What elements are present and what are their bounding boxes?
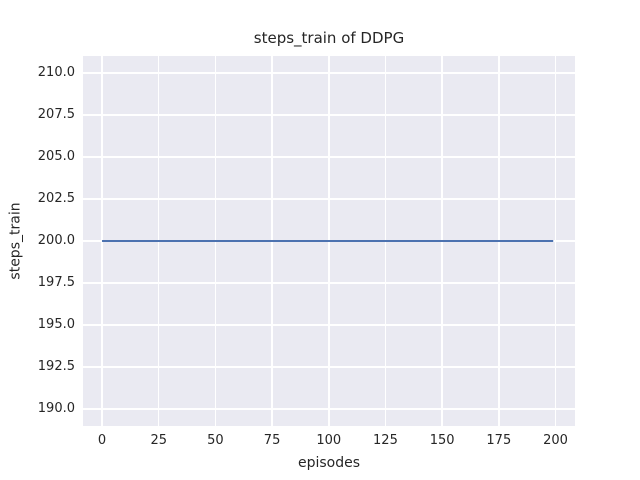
x-tick-label: 50	[207, 433, 224, 448]
y-tick-label: 205.0	[37, 148, 75, 164]
y-axis-label: steps_train	[7, 202, 24, 280]
x-tick-label: 200	[543, 433, 568, 448]
x-tick-label: 100	[316, 433, 342, 448]
x-tick-label: 0	[97, 433, 107, 448]
y-tick-label: 210.0	[37, 64, 75, 80]
x-axis-label: episodes	[297, 455, 361, 471]
x-tick-label: 125	[373, 433, 398, 448]
y-gridline	[83, 324, 575, 326]
y-gridline	[83, 366, 575, 368]
y-tick-label: 207.5	[37, 106, 75, 122]
y-tick-label: 202.5	[37, 190, 75, 206]
y-tick-label: 197.5	[37, 275, 75, 291]
y-gridline	[83, 114, 575, 116]
plot-area	[83, 56, 575, 426]
chart-title: steps_train of DDPG	[253, 29, 405, 47]
y-gridline	[83, 198, 575, 200]
x-tick-label: 75	[263, 433, 281, 448]
y-gridline	[83, 156, 575, 158]
y-gridline	[83, 72, 575, 74]
y-tick-label: 190.0	[37, 401, 75, 417]
y-tick-label: 200.0	[37, 233, 75, 248]
x-tick-label: 175	[486, 433, 512, 448]
y-tick-label: 195.0	[37, 317, 75, 333]
x-tick-label: 150	[429, 433, 455, 448]
y-gridline	[83, 282, 575, 284]
y-gridline	[83, 408, 575, 410]
series-layer	[102, 240, 554, 242]
x-tick-label: 25	[150, 433, 167, 448]
y-tick-label: 192.5	[37, 359, 75, 375]
